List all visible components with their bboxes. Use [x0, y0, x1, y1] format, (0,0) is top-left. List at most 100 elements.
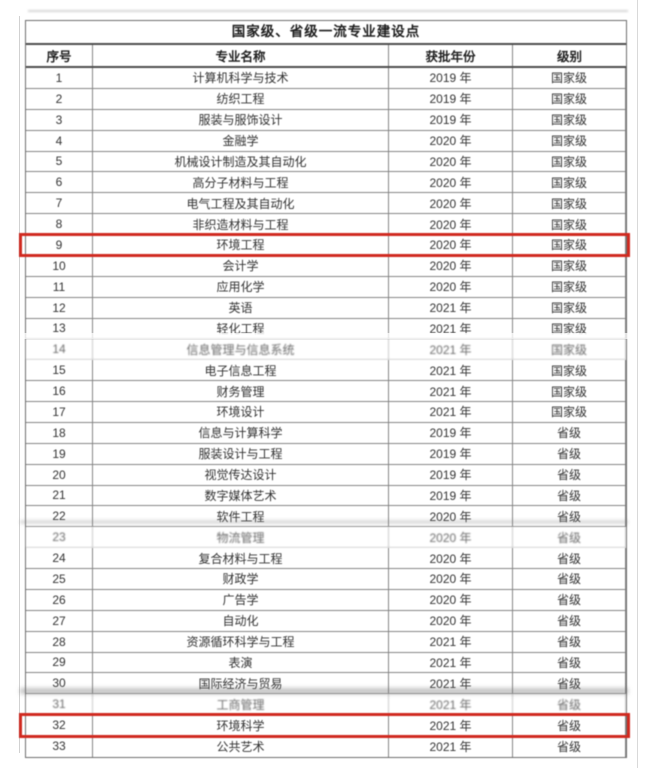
cell-year: 2020 年	[389, 130, 513, 151]
cell-year: 2020 年	[389, 610, 513, 631]
cell-no: 21	[26, 485, 93, 506]
cell-major: 电子信息工程	[93, 360, 389, 381]
table-row: 33 公共艺术 2021 年 省级	[26, 736, 626, 757]
cell-major: 物流管理	[93, 527, 389, 548]
cell-year: 2020 年	[389, 589, 513, 610]
cell-no: 8	[26, 214, 93, 234]
cell-year: 2021 年	[389, 736, 513, 757]
cell-year: 2020 年	[389, 193, 513, 214]
table-row: 1 计算机科学与技术 2019 年 国家级	[26, 68, 626, 89]
table-row: 20 视觉传达设计 2019 年 省级	[26, 464, 626, 486]
table-row: 9 环境工程 2020 年 国家级	[19, 232, 630, 258]
table-row: 19 服装设计与工程 2019 年 省级	[26, 443, 626, 465]
cell-year: 2021 年	[389, 402, 513, 422]
cell-major: 环境工程	[93, 235, 389, 255]
table-title: 国家级、省级一流专业建设点	[26, 21, 626, 45]
cell-level: 省级	[513, 610, 626, 631]
cell-year: 2019 年	[389, 68, 513, 88]
cell-major: 会计学	[93, 255, 389, 276]
cell-no: 22	[26, 506, 93, 527]
table-row: 10 会计学 2020 年 国家级	[26, 255, 626, 277]
cell-major: 公共艺术	[93, 736, 389, 757]
page-edge-line-right	[637, 0, 638, 768]
cell-level: 省级	[513, 673, 626, 694]
cell-level: 省级	[513, 631, 626, 652]
table-row: 32 环境科学 2021 年 省级	[19, 712, 630, 738]
cell-no: 32	[26, 715, 93, 735]
cell-no: 5	[26, 151, 93, 172]
page-edge-line-left	[19, 16, 20, 753]
cell-year: 2020 年	[389, 569, 513, 589]
table-header-row: 序号 专业名称 获批年份 级别	[26, 45, 626, 68]
cell-level: 国家级	[513, 151, 626, 172]
cell-major: 表演	[93, 652, 389, 673]
table-row: 14 信息管理与信息系统 2021 年 国家级	[26, 339, 626, 361]
cell-no: 28	[26, 631, 93, 652]
col-header-level: 级别	[556, 50, 582, 64]
cell-no: 18	[26, 422, 93, 443]
cell-major: 英语	[93, 297, 389, 318]
cell-no: 11	[26, 276, 93, 297]
cell-level: 国家级	[513, 276, 626, 297]
cell-major: 应用化学	[93, 276, 389, 297]
cell-no: 2	[26, 88, 93, 109]
cell-year: 2020 年	[389, 548, 513, 568]
cell-major: 财务管理	[93, 381, 389, 401]
cell-level: 国家级	[513, 130, 626, 151]
table-row: 21 数字媒体艺术 2019 年 省级	[26, 485, 626, 507]
table-row: 26 广告学 2020 年 省级	[26, 589, 626, 611]
cell-level: 省级	[513, 652, 626, 673]
cell-level: 国家级	[513, 172, 626, 193]
table-row: 12 英语 2021 年 国家级	[26, 297, 626, 319]
cell-no: 20	[26, 464, 93, 485]
scan-streak-top	[28, 10, 628, 12]
table-row: 23 物流管理 2020 年 省级	[26, 527, 626, 549]
cell-major: 电气工程及其自动化	[93, 193, 389, 214]
table-row: 18 信息与计算科学 2019 年 省级	[26, 422, 626, 444]
cell-major: 信息与计算科学	[93, 422, 389, 443]
table-row: 13 轻化工程 2021 年 国家级	[26, 318, 626, 340]
col-header-no: 序号	[26, 45, 93, 66]
majors-table: 国家级、省级一流专业建设点 序号 专业名称 获批年份 级别 1 计算机科学与技术…	[19, 20, 630, 758]
cell-year: 2019 年	[389, 443, 513, 464]
cell-level: 省级	[513, 548, 626, 568]
cell-major: 机械设计制造及其自动化	[93, 151, 389, 172]
cell-no: 17	[26, 402, 93, 422]
cell-no: 31	[26, 694, 93, 715]
table-row: 28 资源循环科学与工程 2021 年 省级	[26, 631, 626, 653]
cell-year: 2021 年	[389, 297, 513, 318]
cell-major: 工商管理	[93, 694, 389, 715]
cell-no: 26	[26, 589, 93, 610]
cell-major: 数字媒体艺术	[93, 485, 389, 506]
cell-year: 2020 年	[389, 214, 513, 234]
cell-level: 国家级	[513, 235, 626, 255]
cell-level: 国家级	[513, 193, 626, 214]
cell-level: 国家级	[513, 88, 626, 109]
table-row: 17 环境设计 2021 年 国家级	[26, 402, 626, 423]
cell-level: 省级	[513, 506, 626, 527]
cell-no: 33	[26, 736, 93, 757]
cell-level: 省级	[513, 569, 626, 589]
table-row: 29 表演 2021 年 省级	[26, 652, 626, 674]
cell-year: 2019 年	[389, 88, 513, 109]
table-row: 2 纺织工程 2019 年 国家级	[26, 88, 626, 110]
cell-no: 12	[26, 297, 93, 318]
cell-level: 省级	[513, 589, 626, 610]
col-header-major: 专业名称	[93, 45, 389, 66]
cell-year: 2021 年	[389, 318, 513, 339]
cell-year: 2020 年	[389, 527, 513, 548]
cell-level: 国家级	[513, 360, 626, 381]
cell-major: 复合材料与工程	[93, 548, 389, 568]
cell-level: 国家级	[513, 339, 626, 360]
cell-level: 省级	[513, 736, 626, 757]
cell-major: 轻化工程	[93, 318, 389, 339]
cell-no: 19	[26, 443, 93, 464]
cell-level: 国家级	[513, 297, 626, 318]
cell-level: 国家级	[513, 68, 626, 88]
cell-level: 省级	[513, 443, 626, 464]
cell-no: 7	[26, 193, 93, 214]
table-row: 30 国际经济与贸易 2021 年 省级	[26, 673, 626, 695]
cell-level: 国家级	[513, 109, 626, 130]
cell-year: 2020 年	[389, 235, 513, 255]
